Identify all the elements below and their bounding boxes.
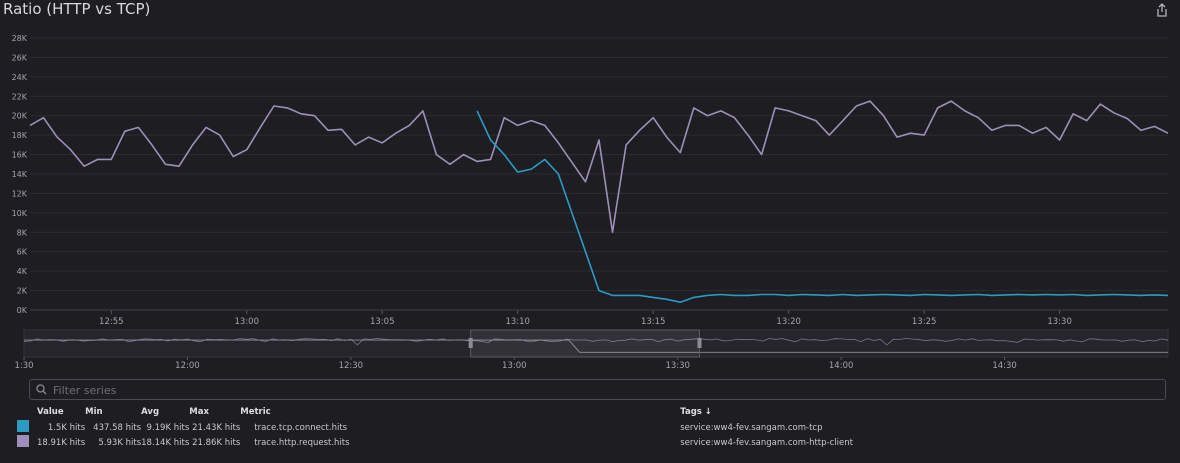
overview-tick-label: 14:00 xyxy=(829,361,854,371)
legend-header-max[interactable]: Max xyxy=(189,407,209,417)
legend-value: 1.5K hits xyxy=(47,422,86,433)
y-tick-label: 6K xyxy=(17,248,28,257)
series-color-swatch xyxy=(17,435,29,447)
overview-selection-window[interactable] xyxy=(470,329,701,358)
overview-tick-label: 13:00 xyxy=(502,361,527,371)
y-tick-label: 18K xyxy=(12,131,28,140)
series-line[interactable] xyxy=(476,110,1169,304)
y-tick-label: 24K xyxy=(12,73,28,82)
x-tick-label: 13:05 xyxy=(370,317,395,327)
x-tick-label: 13:00 xyxy=(235,317,260,327)
y-tick-label: 4K xyxy=(17,267,28,276)
series-line[interactable] xyxy=(29,100,1169,234)
legend-row[interactable]: 1.5K hits 437.58 hits 9.19K hits 21.43K … xyxy=(17,420,880,435)
y-tick-label: 16K xyxy=(12,151,28,160)
legend-max: 21.43K hits xyxy=(192,422,241,433)
legend-max: 21.86K hits xyxy=(192,437,241,448)
overview-tick-label: 12:00 xyxy=(175,361,200,371)
filter-series-input[interactable] xyxy=(51,381,1155,400)
legend-header-min[interactable]: Min xyxy=(85,407,103,417)
y-tick-label: 0K xyxy=(17,306,28,315)
legend-header-metric[interactable]: Metric xyxy=(240,407,271,417)
legend-metric: trace.tcp.connect.hits xyxy=(254,422,348,433)
y-tick-label: 8K xyxy=(17,228,28,237)
overview-series-line xyxy=(24,339,1168,353)
legend-avg: 18.14K hits xyxy=(141,437,190,448)
filter-series-field[interactable] xyxy=(29,379,1166,400)
x-tick-label: 13:30 xyxy=(1047,317,1072,327)
y-tick-label: 10K xyxy=(12,209,28,218)
x-tick-label: 13:25 xyxy=(912,317,937,327)
legend-metric: trace.http.request.hits xyxy=(254,437,350,448)
selection-handle-right[interactable] xyxy=(697,338,702,348)
x-tick-label: 13:15 xyxy=(641,317,666,327)
y-tick-label: 22K xyxy=(12,92,28,101)
y-tick-label: 26K xyxy=(12,53,28,62)
search-icon xyxy=(36,384,47,395)
legend-tags: service:ww4-fev.sangam.com-tcp xyxy=(680,422,823,433)
legend-value: 18.91K hits xyxy=(37,437,86,448)
legend-header-tags[interactable]: Tags ↓ xyxy=(680,407,712,417)
legend-tags: service:ww4-fev.sangam.com-http-client xyxy=(680,437,853,448)
y-tick-label: 14K xyxy=(12,170,28,179)
legend-header-value[interactable]: Value xyxy=(37,407,64,417)
series-legend: Value Min Avg Max Metric Tags ↓ 1.5K hit… xyxy=(17,405,880,450)
share-icon[interactable] xyxy=(1154,2,1170,18)
overview-tick-label: 1:30 xyxy=(14,361,33,371)
selection-handle-left[interactable] xyxy=(468,338,473,348)
overview-tick-label: 14:30 xyxy=(992,361,1017,371)
y-tick-label: 12K xyxy=(12,189,28,198)
y-tick-label: 28K xyxy=(12,34,28,43)
legend-avg: 9.19K hits xyxy=(146,422,190,433)
y-tick-label: 20K xyxy=(12,112,28,121)
legend-min: 5.93K hits xyxy=(98,437,142,448)
legend-min: 437.58 hits xyxy=(93,422,142,433)
y-tick-label: 2K xyxy=(17,287,28,296)
x-tick-label: 13:20 xyxy=(776,317,801,327)
legend-row[interactable]: 18.91K hits 5.93K hits 18.14K hits 21.86… xyxy=(17,435,880,450)
legend-header-avg[interactable]: Avg xyxy=(141,407,160,417)
x-tick-label: 12:55 xyxy=(99,317,124,327)
series-color-swatch xyxy=(17,420,29,432)
x-tick-label: 13:10 xyxy=(505,317,530,327)
widget-title: Ratio (HTTP vs TCP) xyxy=(3,0,151,18)
overview-tick-label: 12:30 xyxy=(339,361,364,371)
overview-tick-label: 13:30 xyxy=(665,361,690,371)
